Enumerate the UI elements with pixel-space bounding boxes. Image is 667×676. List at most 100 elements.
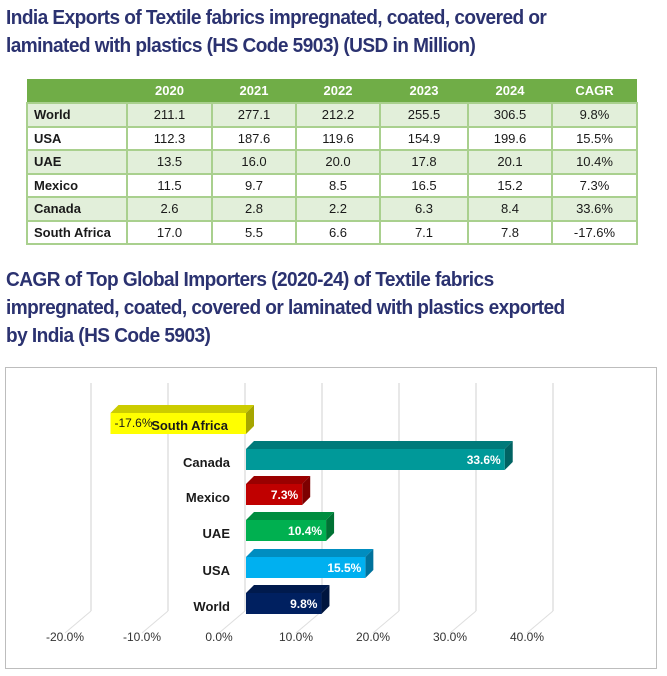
table-header-blank xyxy=(27,79,127,103)
x-tick-label: 40.0% xyxy=(510,630,544,644)
table-cell: 154.9 xyxy=(379,125,469,151)
bar-usa xyxy=(246,557,366,578)
chart-area: -20.0% -10.0% 0.0% 10.0% 20.0% 30.0% 40.0% -17.… xyxy=(5,367,657,669)
chart-title-line-2: impregnated, coated, covered or laminate… xyxy=(6,296,565,319)
data-label: 7.3% xyxy=(271,488,299,502)
table-cell: 199.6 xyxy=(467,125,553,151)
table-cell: 20.0 xyxy=(295,149,381,175)
table-cell: 15.2 xyxy=(467,172,553,198)
table-header-2023: 2023 xyxy=(380,79,468,103)
table-row: UAE 13.5 16.0 20.0 17.8 20.1 10.4% xyxy=(26,149,638,175)
x-tick-label: 30.0% xyxy=(433,630,467,644)
bar-top-face xyxy=(246,476,311,484)
bar-top-face xyxy=(246,585,330,593)
row-label: Canada xyxy=(26,196,128,222)
table-cell: 33.6% xyxy=(551,196,638,222)
table-header-2021: 2021 xyxy=(212,79,296,103)
bar-top-face xyxy=(110,405,254,413)
table-cell: 6.6 xyxy=(295,219,381,245)
bar-top-face xyxy=(246,441,513,449)
table-cell: 13.5 xyxy=(126,149,213,175)
table-header-row: 2020 2021 2022 2023 2024 CAGR xyxy=(27,79,637,103)
gridline-floor xyxy=(449,610,477,634)
table-cell: 2.2 xyxy=(295,196,381,222)
chart-title: CAGR of Top Global Importers (2020-24) o… xyxy=(6,266,565,350)
table-row: USA 112.3 187.6 119.6 154.9 199.6 15.5% xyxy=(26,125,638,151)
table-cell: 8.4 xyxy=(467,196,553,222)
x-tick-label: 10.0% xyxy=(279,630,313,644)
table-cell: -17.6% xyxy=(551,219,638,245)
gridline-floor xyxy=(526,610,554,634)
table-header-cagr: CAGR xyxy=(552,79,637,103)
table-title-line-2: laminated with plastics (HS Code 5903) (… xyxy=(6,34,476,57)
x-tick-label: -20.0% xyxy=(46,630,84,644)
table-cell: 16.0 xyxy=(211,149,297,175)
table-cell: 20.1 xyxy=(467,149,553,175)
exports-table: 2020 2021 2022 2023 2024 CAGR World 211.1 277.1… xyxy=(26,79,638,245)
table-cell: 6.3 xyxy=(379,196,469,222)
bar-side-face xyxy=(365,549,374,578)
table-header-2022: 2022 xyxy=(296,79,380,103)
bar-uae xyxy=(246,520,327,541)
table-cell: 11.5 xyxy=(126,172,213,198)
category-label: UAE xyxy=(203,526,231,541)
x-tick-label: -10.0% xyxy=(123,630,161,644)
bar-side-face xyxy=(321,585,330,614)
bar-world xyxy=(246,593,322,614)
table-cell: 5.5 xyxy=(211,219,297,245)
category-label: Mexico xyxy=(186,490,230,505)
table-cell: 2.8 xyxy=(211,196,297,222)
data-label: 33.6% xyxy=(467,453,501,467)
table-header-2020: 2020 xyxy=(127,79,212,103)
category-label: South Africa xyxy=(151,418,229,433)
table-cell: 2.6 xyxy=(126,196,213,222)
bar-south-africa xyxy=(110,413,246,434)
data-label: 9.8% xyxy=(290,597,318,611)
gridline-floor xyxy=(295,610,323,634)
bar-top-face xyxy=(246,549,374,557)
table-row: Mexico 11.5 9.7 8.5 16.5 15.2 7.3% xyxy=(26,172,638,198)
x-tick-label: 0.0% xyxy=(205,630,233,644)
bar-side-face xyxy=(326,512,335,541)
bar-side-face xyxy=(504,441,513,470)
gridline-floor xyxy=(141,610,169,634)
table-cell: 187.6 xyxy=(211,125,297,151)
table-cell: 9.8% xyxy=(551,102,638,128)
table-cell: 9.7 xyxy=(211,172,297,198)
bar-canada xyxy=(246,449,505,470)
row-label: UAE xyxy=(26,149,128,175)
table-cell: 119.6 xyxy=(295,125,381,151)
x-tick-label: 20.0% xyxy=(356,630,390,644)
row-label: USA xyxy=(26,125,128,151)
bar-mexico xyxy=(246,484,303,505)
table-cell: 306.5 xyxy=(467,102,553,128)
table-cell: 211.1 xyxy=(126,102,213,128)
bar-top-face xyxy=(246,512,335,520)
data-label: 10.4% xyxy=(288,524,322,538)
data-label: 15.5% xyxy=(327,561,361,575)
table-cell: 7.1 xyxy=(379,219,469,245)
bar-side-face xyxy=(246,405,254,434)
table-cell: 255.5 xyxy=(379,102,469,128)
table-cell: 17.8 xyxy=(379,149,469,175)
table-cell: 7.3% xyxy=(551,172,638,198)
table-cell: 15.5% xyxy=(551,125,638,151)
table-title: India Exports of Textile fabrics impregn… xyxy=(6,4,547,60)
data-label: -17.6% xyxy=(114,416,152,430)
row-label: World xyxy=(26,102,128,128)
table-cell: 277.1 xyxy=(211,102,297,128)
chart-title-line-3: by India (HS Code 5903) xyxy=(6,324,211,347)
table-cell: 7.8 xyxy=(467,219,553,245)
table-row: World 211.1 277.1 212.2 255.5 306.5 9.8% xyxy=(26,102,638,128)
table-cell: 10.4% xyxy=(551,149,638,175)
table-row: South Africa 17.0 5.5 6.6 7.1 7.8 -17.6% xyxy=(26,219,638,245)
table-row: Canada 2.6 2.8 2.2 6.3 8.4 33.6% xyxy=(26,196,638,222)
category-label: Canada xyxy=(183,455,231,470)
table-title-line-1: India Exports of Textile fabrics impregn… xyxy=(6,6,547,29)
row-label: Mexico xyxy=(26,172,128,198)
table-header-2024: 2024 xyxy=(468,79,552,103)
table-cell: 212.2 xyxy=(295,102,381,128)
table-cell: 112.3 xyxy=(126,125,213,151)
row-label: South Africa xyxy=(26,219,128,245)
table-cell: 17.0 xyxy=(126,219,213,245)
